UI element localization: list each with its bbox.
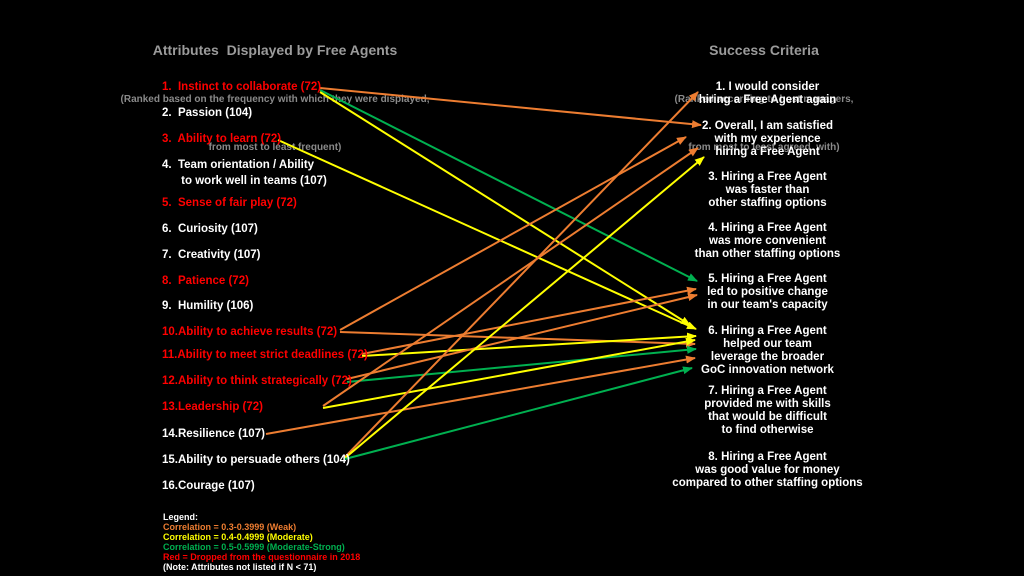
left-column-title: Attributes Displayed by Free Agents (152, 42, 398, 58)
legend-line-5: Red = Dropped from the questionnaire in … (163, 552, 361, 562)
attribute-item-11: 11.Ability to meet strict deadlines (72) (162, 349, 368, 361)
attribute-item-10: 10.Ability to achieve results (72) (162, 326, 338, 338)
attribute-item-12: 12.Ability to think strategically (72) (162, 375, 352, 387)
attribute-item-13: 13.Leadership (72) (162, 401, 263, 413)
legend-line-2: Correlation = 0.3-0.3999 (Weak) (163, 522, 297, 532)
criterion-item-1: 1. I would consider hiring a Free Agent … (698, 81, 837, 106)
right-column-subtitle-line2: from most to least agreed with) (688, 142, 840, 153)
attribute-item-5: 5. Sense of fair play (72) (162, 197, 297, 209)
attribute-item-16: 16.Courage (107) (162, 480, 255, 492)
criterion-item-7: 7. Hiring a Free Agent provided me with … (704, 385, 831, 436)
attribute-item-15: 15.Ability to persuade others (104) (162, 454, 350, 466)
attribute-item-4: 4. Team orientation / Ability to work we… (162, 159, 327, 187)
attribute-item-3: 3. Ability to learn (72) (162, 133, 282, 145)
edge-attr10-to-crit6 (339, 331, 696, 348)
criterion-item-6: 6. Hiring a Free Agent helped our team l… (701, 325, 834, 376)
attribute-item-7: 7. Creativity (107) (162, 249, 261, 261)
legend: Legend: Correlation = 0.3-0.3999 (Weak) Co… (163, 512, 360, 572)
right-column-title: Success Criteria (709, 42, 819, 58)
attribute-item-6: 6. Curiosity (107) (162, 223, 258, 235)
legend-line-4: Correlation = 0.5-0.5999 (Moderate-Stron… (163, 542, 345, 552)
attribute-item-9: 9. Humility (106) (162, 300, 254, 312)
legend-line-3: Correlation = 0.4-0.4999 (Moderate) (163, 532, 313, 542)
criterion-item-2: 2. Overall, I am satisfied with my exper… (701, 120, 834, 158)
legend-line-1: Legend: (163, 512, 198, 522)
attribute-item-2: 2. Passion (104) (162, 107, 253, 119)
criterion-item-3: 3. Hiring a Free Agent was faster than o… (708, 171, 827, 209)
legend-line-6: (Note: Attributes not listed if N < 71) (163, 562, 317, 572)
criterion-item-8: 8. Hiring a Free Agent was good value fo… (672, 451, 863, 489)
attribute-item-1: 1. Instinct to collaborate (72) (162, 81, 322, 93)
edge-attr13-to-crit6 (322, 337, 696, 409)
left-column-subtitle-line1: (Ranked based on the frequency with whic… (120, 94, 430, 105)
edge-attr12-to-crit6 (346, 345, 697, 383)
edge-attr15-to-crit6 (344, 366, 693, 460)
criterion-item-5: 5. Hiring a Free Agent led to positive c… (707, 273, 828, 311)
edge-attr14-to-crit6 (265, 355, 696, 435)
attribute-item-8: 8. Patience (72) (162, 275, 249, 287)
attribute-item-14: 14.Resilience (107) (162, 428, 265, 440)
criterion-item-4: 4. Hiring a Free Agent was more convenie… (694, 222, 841, 260)
